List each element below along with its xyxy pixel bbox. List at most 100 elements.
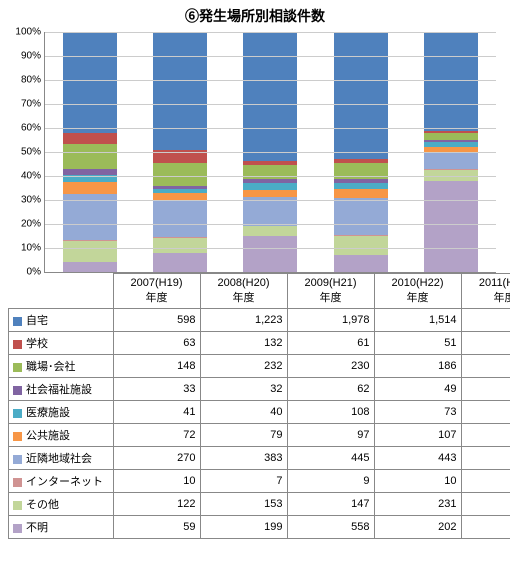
value-cell: 32: [200, 378, 287, 401]
segment-unknown: [243, 236, 297, 272]
table-row: インターネット1079107: [9, 470, 510, 493]
grid-line: [45, 176, 496, 177]
value-cell: 230: [287, 355, 374, 378]
y-axis-label: 80%: [9, 75, 41, 86]
segment-home: [243, 32, 297, 160]
value-cell: 132: [200, 332, 287, 355]
value-cell: 148: [113, 355, 200, 378]
segment-other: [63, 241, 117, 262]
value-cell: 443: [374, 447, 461, 470]
category-cell-school: 学校: [9, 332, 114, 355]
table-row: 自宅 5981,2231,9781,5141,327: [9, 309, 510, 332]
segment-work: [243, 165, 297, 180]
swatch-icon: [13, 524, 22, 533]
category-cell-work: 職場･会社: [9, 355, 114, 378]
y-axis-label: 30%: [9, 195, 41, 206]
y-axis-label: 10%: [9, 243, 41, 254]
value-cell: 147: [461, 493, 510, 516]
segment-neighbor: [334, 198, 388, 235]
table-header-y2010: 2010(H22)年度: [374, 274, 461, 309]
table-row: 社会福祉施設3332624931: [9, 378, 510, 401]
segment-neighbor: [424, 152, 478, 169]
category-cell-other: その他: [9, 493, 114, 516]
segment-unknown: [63, 262, 117, 272]
value-cell: 7: [461, 470, 510, 493]
value-cell: 93: [461, 355, 510, 378]
grid-line: [45, 224, 496, 225]
table-row: 学校 63132615132: [9, 332, 510, 355]
swatch-icon: [13, 455, 22, 464]
value-cell: 383: [200, 447, 287, 470]
swatch-icon: [13, 432, 22, 441]
category-label: 学校: [26, 338, 48, 350]
category-cell-medical: 医療施設: [9, 401, 114, 424]
segment-public: [63, 182, 117, 194]
table-corner-cell: [9, 274, 114, 309]
grid-line: [45, 128, 496, 129]
value-cell: 153: [200, 493, 287, 516]
value-cell: 62: [287, 378, 374, 401]
table-header-y2011: 2011(H23)年度: [461, 274, 510, 309]
value-cell: 199: [200, 516, 287, 539]
category-label: インターネット: [26, 476, 103, 488]
segment-other: [334, 236, 388, 255]
value-cell: 32: [461, 332, 510, 355]
grid-line: [45, 152, 496, 153]
value-cell: 68: [461, 401, 510, 424]
value-cell: 67: [461, 424, 510, 447]
grid-line: [45, 80, 496, 81]
category-cell-unknown: 不明: [9, 516, 114, 539]
value-cell: 147: [287, 493, 374, 516]
value-cell: 59: [113, 516, 200, 539]
value-cell: 1,978: [287, 309, 374, 332]
swatch-icon: [13, 409, 22, 418]
category-label: 自宅: [26, 315, 48, 327]
value-cell: 1,228: [461, 516, 510, 539]
value-cell: 7: [200, 470, 287, 493]
table-row: その他122153147231147: [9, 493, 510, 516]
value-cell: 33: [113, 378, 200, 401]
table-header-y2009: 2009(H21)年度: [287, 274, 374, 309]
value-cell: 49: [374, 378, 461, 401]
category-label: 職場･会社: [26, 361, 76, 373]
data-table: 2007(H19)年度2008(H20)年度2009(H21)年度2010(H2…: [8, 273, 510, 539]
table-row: 医療施設41401087368: [9, 401, 510, 424]
value-cell: 122: [113, 493, 200, 516]
value-cell: 224: [461, 447, 510, 470]
y-axis-label: 0%: [9, 267, 41, 278]
category-cell-welfare: 社会福祉施設: [9, 378, 114, 401]
value-cell: 97: [287, 424, 374, 447]
category-label: 不明: [26, 522, 48, 534]
value-cell: 1,327: [461, 309, 510, 332]
segment-work: [63, 144, 117, 169]
value-cell: 1,223: [200, 309, 287, 332]
grid-line: [45, 248, 496, 249]
segment-neighbor: [243, 197, 297, 226]
swatch-icon: [13, 363, 22, 372]
category-label: その他: [26, 499, 59, 511]
value-cell: 51: [374, 332, 461, 355]
grid-line: [45, 104, 496, 105]
segment-home: [424, 32, 478, 131]
y-axis-label: 20%: [9, 219, 41, 230]
value-cell: 1,514: [374, 309, 461, 332]
swatch-icon: [13, 501, 22, 510]
value-cell: 186: [374, 355, 461, 378]
segment-neighbor: [153, 200, 207, 237]
value-cell: 61: [287, 332, 374, 355]
segment-other: [153, 238, 207, 253]
value-cell: 31: [461, 378, 510, 401]
value-cell: 107: [374, 424, 461, 447]
value-cell: 63: [113, 332, 200, 355]
table-row: 公共施設72799710767: [9, 424, 510, 447]
segment-school: [63, 133, 117, 144]
category-cell-neighbor: 近隣地域社会: [9, 447, 114, 470]
value-cell: 270: [113, 447, 200, 470]
category-label: 近隣地域社会: [26, 453, 92, 465]
value-cell: 10: [113, 470, 200, 493]
value-cell: 598: [113, 309, 200, 332]
value-cell: 108: [287, 401, 374, 424]
value-cell: 79: [200, 424, 287, 447]
y-axis-label: 90%: [9, 51, 41, 62]
value-cell: 232: [200, 355, 287, 378]
